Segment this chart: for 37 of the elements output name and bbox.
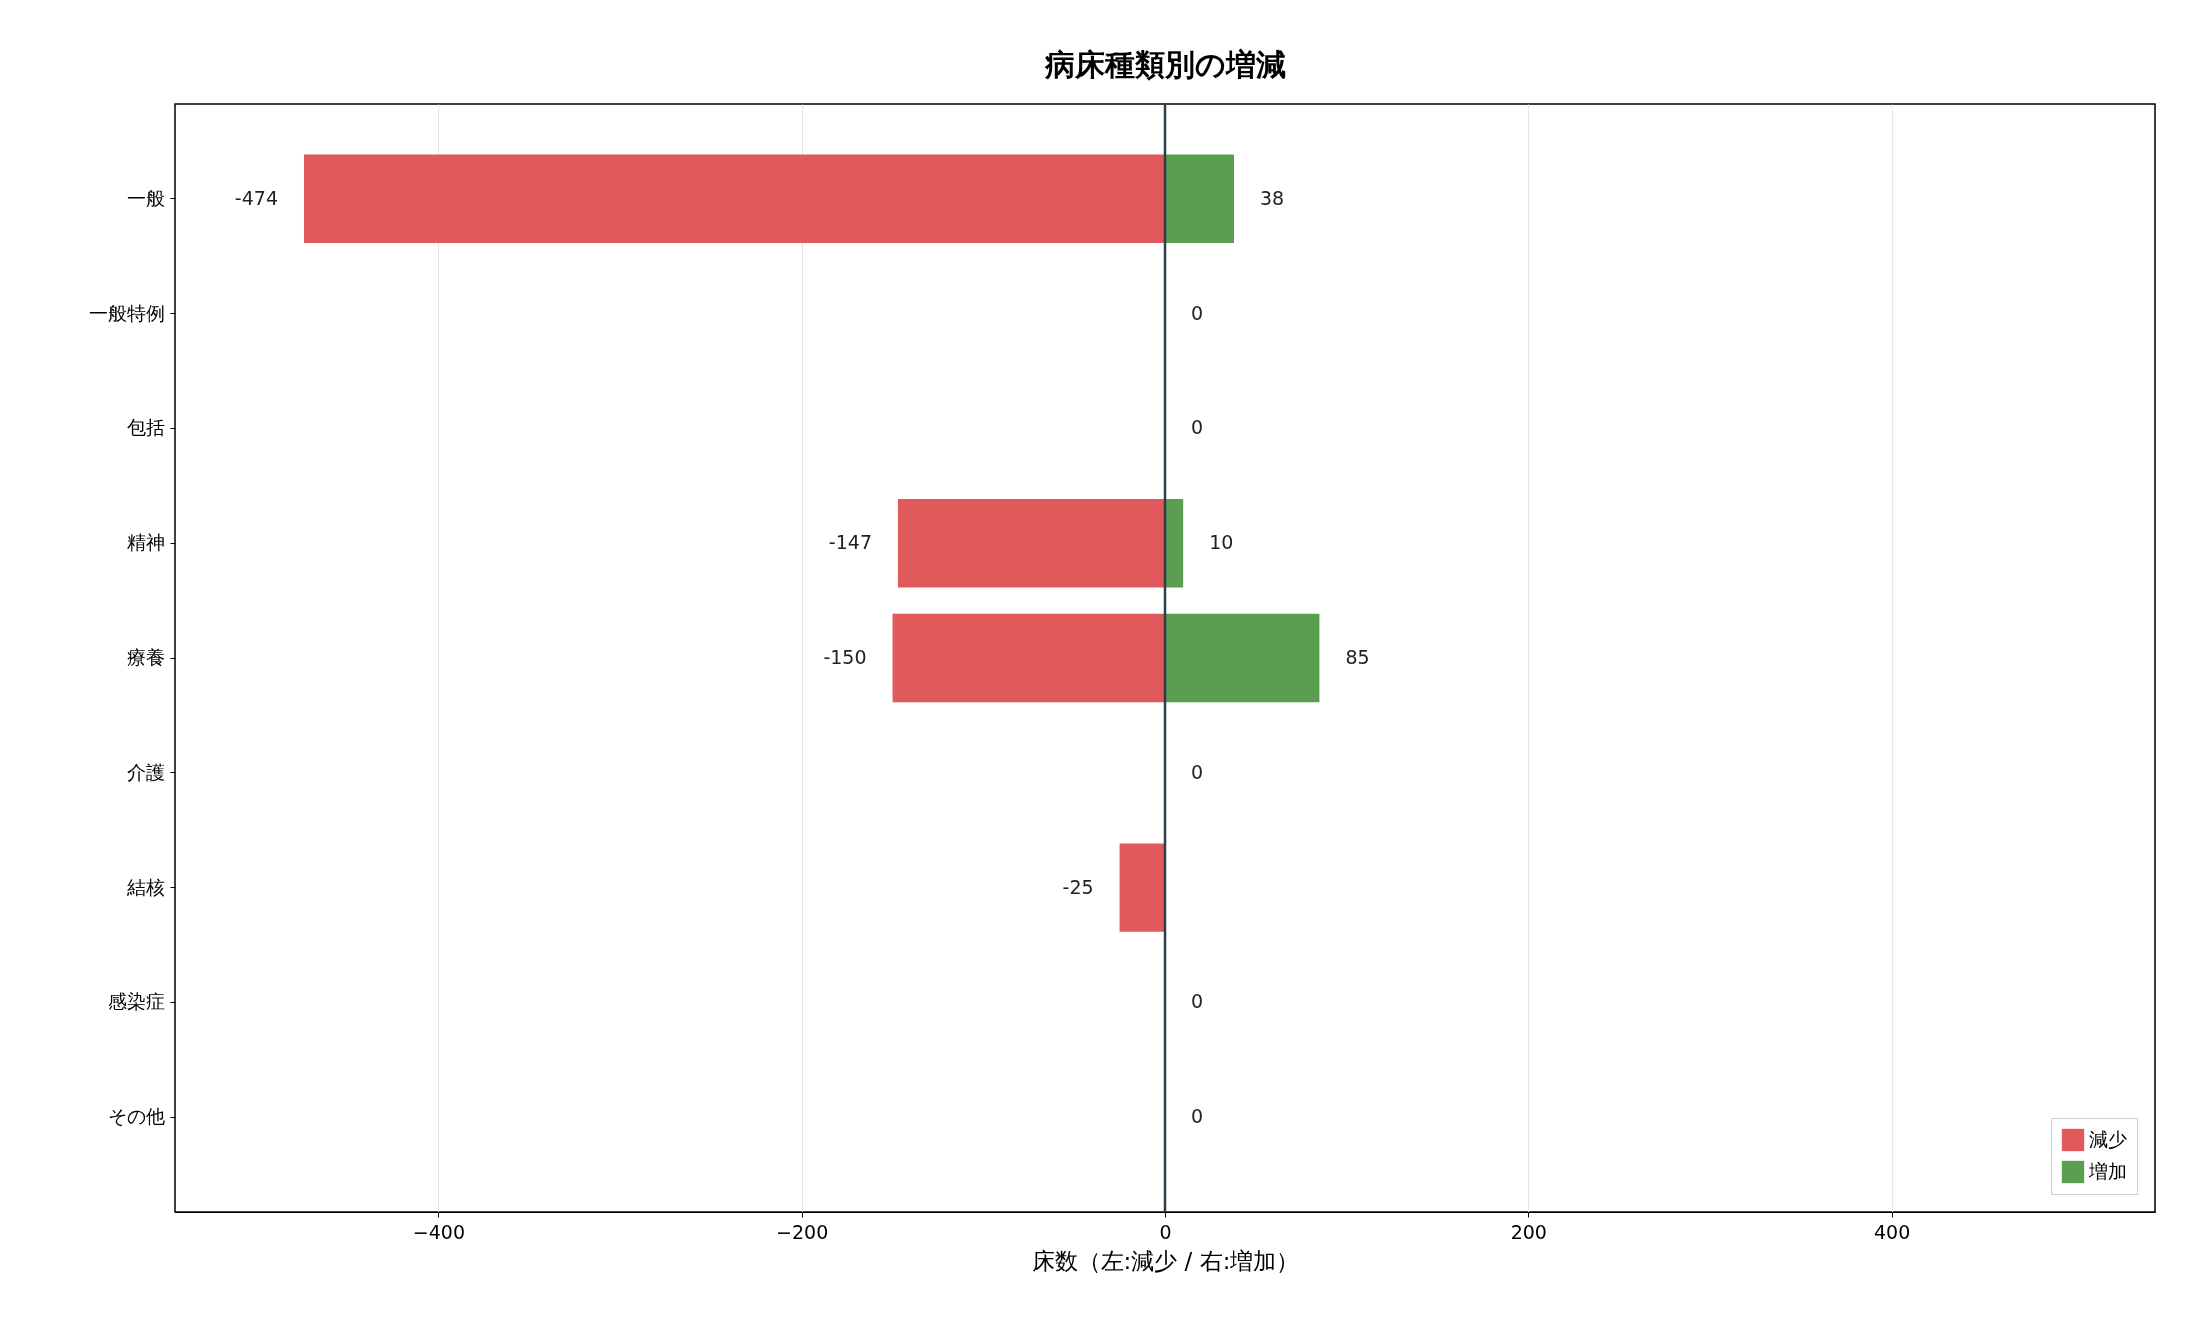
y-tick-label: 一般特例 (88, 301, 165, 324)
bar (1165, 498, 1184, 588)
bar (892, 613, 1165, 703)
legend-label: 増加 (2088, 1160, 2127, 1182)
data-label: 0 (1191, 990, 1204, 1013)
x-axis-title: 床数（左:減少 / 右:増加） (1031, 1247, 1300, 1274)
x-tick-label: 0 (1159, 1220, 1172, 1243)
bar (1165, 154, 1235, 243)
y-tick-label: 一般 (126, 186, 165, 209)
y-tick-label: 包括 (126, 416, 165, 439)
y-tick-label: その他 (107, 1105, 165, 1128)
data-label: 10 (1209, 531, 1234, 554)
bar (897, 498, 1165, 588)
y-tick-label: 感染症 (107, 990, 165, 1013)
data-label: 85 (1345, 646, 1370, 668)
data-label: -25 (1062, 875, 1094, 898)
data-label: -147 (828, 531, 872, 554)
bar (1165, 613, 1320, 703)
bar (303, 154, 1165, 243)
data-label: -474 (234, 186, 278, 209)
legend-label: 減少 (2089, 1128, 2127, 1150)
data-label: 0 (1191, 301, 1204, 324)
y-tick-label: 療養 (126, 646, 165, 668)
bar (1119, 843, 1165, 932)
x-tick-label: −400 (412, 1220, 465, 1243)
y-tick-label: 結核 (125, 875, 165, 898)
x-tick-label: −200 (776, 1220, 829, 1243)
data-label: 0 (1191, 416, 1204, 439)
x-tick-label: 200 (1510, 1220, 1547, 1243)
y-tick-label: 介護 (126, 760, 165, 783)
data-label: 0 (1191, 760, 1204, 783)
y-tick-label: 精神 (126, 531, 165, 554)
chart-title: 病床種類別の増減 (1043, 46, 1286, 82)
x-tick-label: 400 (1873, 1220, 1911, 1243)
data-label: -150 (823, 646, 867, 668)
data-label: 0 (1191, 1105, 1204, 1128)
data-label: 38 (1260, 186, 1285, 209)
